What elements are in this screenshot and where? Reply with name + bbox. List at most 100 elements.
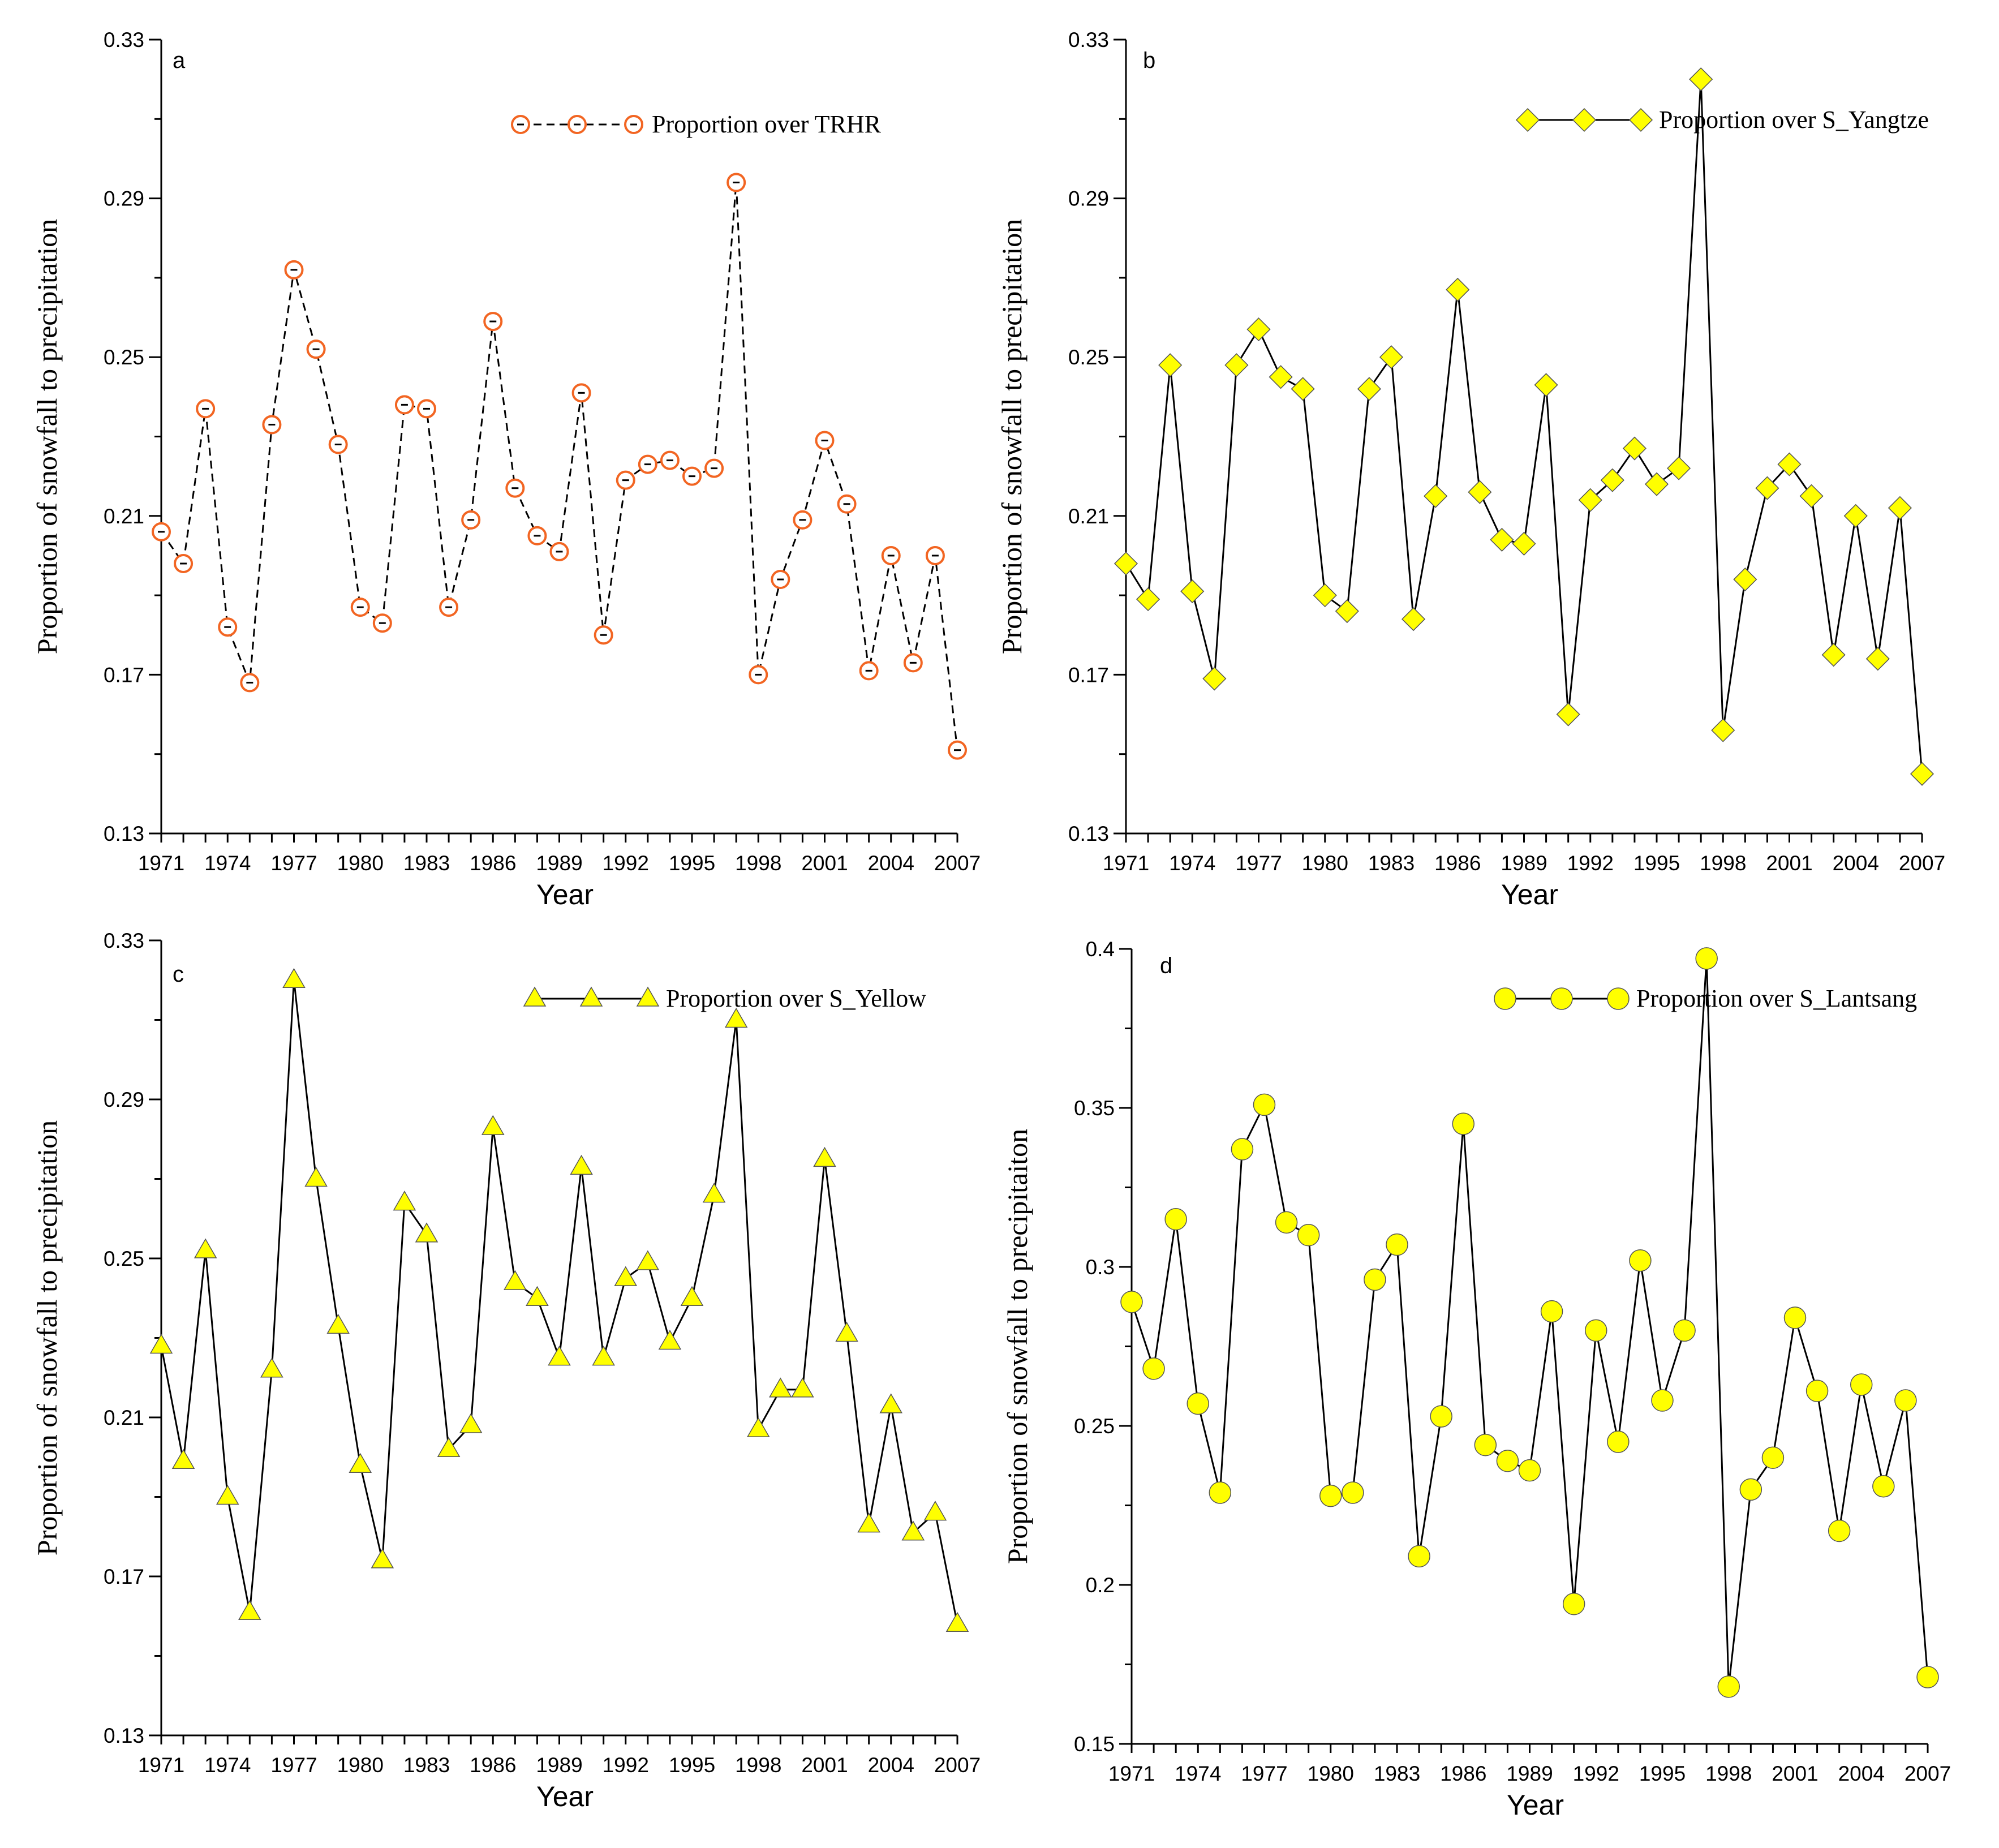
series-line	[1125, 79, 1923, 774]
data-point	[415, 1222, 439, 1243]
chart-panel-d: 0.15 0.2 0.25 0.3 0.35 0.4 1971 1974 1977 1980 198…	[1001, 938, 1951, 1821]
y-tick-label: 0.25	[1074, 1415, 1115, 1438]
data-point	[260, 1357, 283, 1378]
data-point	[879, 1393, 903, 1413]
data-point	[923, 1501, 947, 1521]
x-tick-label: 1998	[735, 1754, 781, 1777]
x-tick-label: 2004	[1833, 852, 1879, 875]
y-tick-label: 0.35	[1074, 1097, 1115, 1120]
x-tick-label: 2001	[801, 852, 848, 875]
data-point	[349, 1452, 372, 1473]
legend: Proportion over S_Yellow	[523, 985, 926, 1012]
data-point	[1607, 1430, 1630, 1453]
data-point	[505, 478, 525, 498]
legend-marker	[1607, 987, 1630, 1010]
x-tick-label: 2007	[934, 1754, 981, 1777]
legend: Proportion over S_Yangtze	[1515, 106, 1929, 134]
legend-marker	[511, 115, 530, 134]
data-point	[1231, 1138, 1254, 1161]
x-tick-label: 1983	[1374, 1762, 1420, 1785]
data-point	[216, 1484, 239, 1505]
y-tick-label: 0.3	[1086, 1256, 1115, 1279]
legend-marker	[523, 986, 547, 1007]
data-point	[1534, 373, 1558, 397]
y-tick-label: 0.33	[1068, 28, 1109, 51]
y-tick-label: 0.29	[104, 187, 144, 210]
x-tick-label: 1986	[470, 852, 516, 875]
legend-label: Proportion over S_Lantsang	[1636, 985, 1917, 1012]
data-point	[1872, 1475, 1895, 1498]
data-point	[1379, 345, 1404, 369]
legend-marker	[1628, 108, 1653, 132]
panel-letter: b	[1143, 48, 1155, 73]
data-point	[1474, 1433, 1497, 1456]
x-tick-label: 1983	[403, 852, 450, 875]
x-tick-label: 1998	[1700, 852, 1746, 875]
data-point	[238, 1600, 261, 1620]
data-point	[1158, 353, 1183, 377]
data-point	[1452, 1112, 1474, 1135]
y-tick-label: 0.21	[104, 505, 144, 528]
data-point	[1164, 1207, 1187, 1231]
data-point	[1512, 531, 1536, 556]
x-axis-title: Year	[1507, 1789, 1564, 1821]
x-tick-label: 1992	[603, 1754, 649, 1777]
x-tick-label: 1995	[1639, 1762, 1686, 1785]
data-point	[702, 1183, 726, 1203]
y-tick-label: 0.17	[104, 663, 144, 686]
data-point	[1850, 1373, 1873, 1396]
y-tick-label: 0.33	[104, 28, 144, 51]
y-axis-title: Proportion of snowfall to precipitation	[31, 1120, 63, 1555]
data-point	[174, 553, 194, 573]
data-point	[284, 260, 304, 280]
y-axis-title: Proportion of snowfall to precipitation	[31, 219, 63, 654]
panel-letter: a	[173, 48, 186, 73]
data-point	[1319, 1484, 1342, 1507]
x-tick-label: 1974	[204, 1754, 251, 1777]
x-tick-label: 1986	[1440, 1762, 1486, 1785]
x-tick-label: 1977	[270, 852, 317, 875]
x-tick-label: 1971	[138, 852, 184, 875]
data-point	[925, 545, 945, 565]
x-tick-label: 1983	[1368, 852, 1415, 875]
legend-label: Proportion over TRHR	[652, 110, 882, 138]
data-point	[1253, 1093, 1276, 1116]
legend-marker	[568, 115, 587, 134]
data-point	[326, 1313, 350, 1334]
data-point	[306, 339, 326, 359]
data-point	[439, 598, 459, 617]
data-point	[636, 1250, 660, 1270]
x-tick-label: 1977	[270, 1754, 317, 1777]
data-point	[815, 431, 835, 450]
data-point	[1224, 353, 1249, 377]
series-line	[160, 980, 958, 1624]
data-point	[1717, 1675, 1740, 1698]
data-point	[1739, 1478, 1762, 1501]
data-point	[724, 1007, 748, 1028]
data-point	[461, 510, 481, 530]
data-point	[371, 1548, 394, 1568]
data-point	[1386, 1233, 1408, 1256]
y-tick-label: 0.25	[104, 346, 144, 369]
data-point	[1910, 762, 1934, 786]
data-point	[262, 415, 282, 435]
data-point	[1695, 947, 1718, 970]
x-tick-label: 1992	[603, 852, 649, 875]
data-point	[948, 740, 967, 760]
data-point	[240, 673, 260, 693]
series-line	[1130, 958, 1929, 1687]
data-point	[1136, 587, 1160, 612]
series-line	[160, 182, 958, 750]
data-point	[746, 1417, 770, 1437]
data-point	[149, 1334, 173, 1354]
x-tick-label: 1971	[1108, 1762, 1155, 1785]
data-point	[837, 494, 857, 514]
x-tick-label: 2001	[801, 1754, 848, 1777]
x-tick-label: 2007	[1899, 852, 1945, 875]
x-axis-title: Year	[1501, 879, 1558, 910]
data-point	[328, 435, 348, 454]
x-tick-label: 1980	[337, 1754, 384, 1777]
data-point	[1865, 647, 1890, 671]
data-point	[726, 173, 746, 192]
data-point	[1291, 377, 1315, 401]
